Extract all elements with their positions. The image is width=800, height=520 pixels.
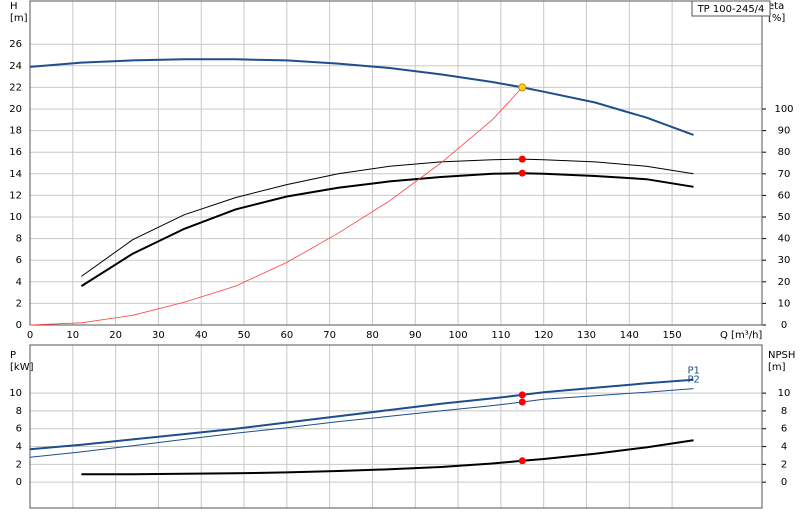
y-tick-label: 6 xyxy=(16,255,22,266)
y2-axis-unit: [m] xyxy=(768,362,786,373)
x-tick-label: 40 xyxy=(195,330,208,341)
y-tick-label: 8 xyxy=(16,406,22,417)
y-axis-unit: [kW] xyxy=(10,362,34,373)
y2-tick-label: 6 xyxy=(781,424,787,435)
x-tick-label: 100 xyxy=(449,330,468,341)
x-tick-label: 110 xyxy=(491,330,510,341)
y2-tick-label: 0 xyxy=(781,320,787,331)
y-tick-label: 14 xyxy=(9,169,22,180)
operating-point xyxy=(518,457,526,465)
y-tick-label: 6 xyxy=(16,424,22,435)
y-tick-label: 4 xyxy=(16,442,22,453)
series-line xyxy=(81,439,694,476)
plot-frame xyxy=(29,344,763,509)
series-line xyxy=(29,87,523,326)
y-tick-label: 0 xyxy=(16,320,22,331)
y2-axis-title: NPSH xyxy=(768,350,795,361)
series-line xyxy=(29,58,694,136)
x-tick-label: 0 xyxy=(27,330,33,341)
series-line xyxy=(29,378,694,451)
operating-point xyxy=(518,398,526,406)
y-tick-label: 10 xyxy=(9,212,22,223)
y2-tick-label: 4 xyxy=(781,442,787,453)
y-axis-unit: [m] xyxy=(10,13,28,24)
y2-tick-label: 20 xyxy=(778,277,791,288)
y-tick-label: 24 xyxy=(9,61,22,72)
x-axis-title: Q [m³/h] xyxy=(720,330,762,341)
title-box xyxy=(691,0,771,17)
operating-point xyxy=(518,155,526,163)
x-tick-label: 150 xyxy=(663,330,682,341)
x-tick-label: 80 xyxy=(366,330,379,341)
y2-tick-label: 60 xyxy=(778,190,791,201)
y2-tick-label: 2 xyxy=(781,459,787,470)
operating-point xyxy=(518,169,526,177)
x-tick-label: 60 xyxy=(280,330,293,341)
y2-tick-label: 40 xyxy=(778,234,791,245)
y2-tick-label: 90 xyxy=(778,126,791,137)
y2-tick-label: 0 xyxy=(781,477,787,488)
x-tick-label: 30 xyxy=(152,330,165,341)
x-tick-label: 20 xyxy=(109,330,122,341)
y-tick-label: 12 xyxy=(9,190,22,201)
y-tick-label: 2 xyxy=(16,459,22,470)
x-tick-label: 50 xyxy=(238,330,251,341)
x-tick-label: 10 xyxy=(66,330,79,341)
y-tick-label: 2 xyxy=(16,298,22,309)
y-tick-label: 0 xyxy=(16,477,22,488)
y-tick-label: 4 xyxy=(16,277,22,288)
operating-point xyxy=(518,391,526,399)
chart-title: TP 100-245/4 xyxy=(697,4,765,15)
y-tick-label: 10 xyxy=(9,388,22,399)
x-tick-label: 140 xyxy=(620,330,639,341)
series-label: P2 xyxy=(688,375,700,386)
y-tick-label: 26 xyxy=(9,39,22,50)
y2-tick-label: 8 xyxy=(781,406,787,417)
y2-axis-unit: [%] xyxy=(768,13,785,24)
y-tick-label: 18 xyxy=(9,126,22,137)
y2-tick-label: 100 xyxy=(774,104,793,115)
y-tick-label: 16 xyxy=(9,147,22,158)
x-tick-label: 90 xyxy=(409,330,422,341)
x-tick-label: 130 xyxy=(577,330,596,341)
y2-tick-label: 80 xyxy=(778,147,791,158)
y-axis-title: P xyxy=(10,350,16,361)
x-tick-label: 70 xyxy=(323,330,336,341)
y2-tick-label: 10 xyxy=(778,388,791,399)
y2-axis-title: eta xyxy=(768,1,784,12)
y-tick-label: 22 xyxy=(9,82,22,93)
series-line xyxy=(80,172,694,287)
y2-tick-label: 70 xyxy=(778,169,791,180)
y-axis-title: H xyxy=(10,1,18,12)
series-line xyxy=(81,158,694,277)
operating-point xyxy=(518,83,527,92)
series-line xyxy=(29,388,694,458)
y2-tick-label: 10 xyxy=(778,298,791,309)
x-tick-label: 120 xyxy=(534,330,553,341)
y2-tick-label: 30 xyxy=(778,255,791,266)
y2-tick-label: 50 xyxy=(778,212,791,223)
plot-frame xyxy=(29,0,763,326)
y-tick-label: 20 xyxy=(9,104,22,115)
y-tick-label: 8 xyxy=(16,234,22,245)
series-label: P1 xyxy=(688,366,700,377)
